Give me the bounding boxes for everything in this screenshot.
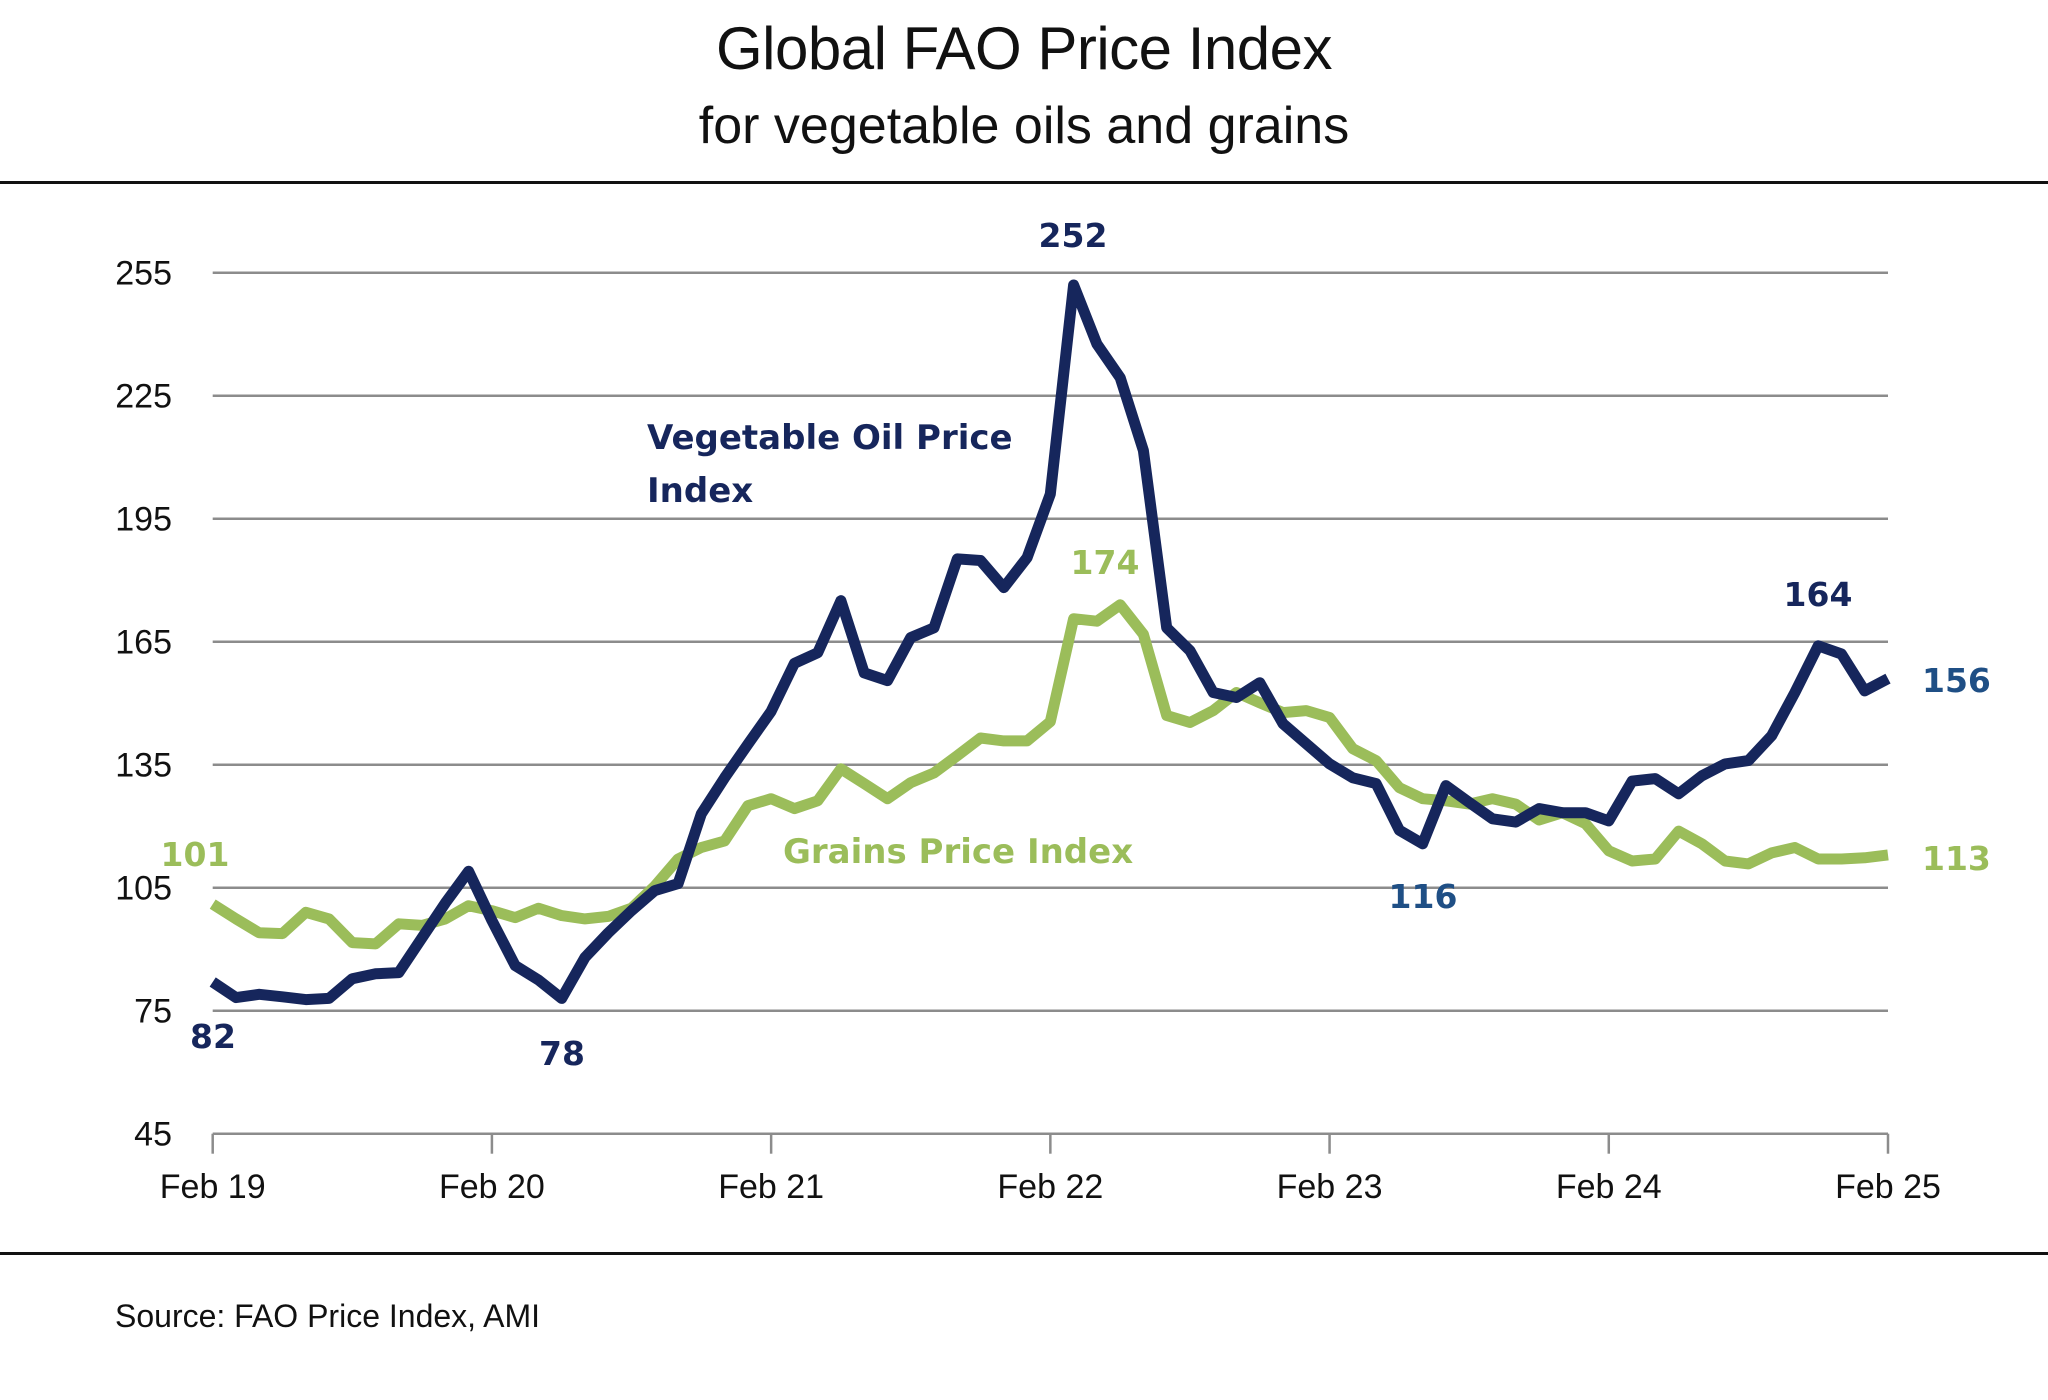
chart-subtitle: for vegetable oils and grains (698, 97, 1350, 155)
data-label-veg-peak: 252 (1039, 216, 1108, 255)
data-label-veg-low-2020: 78 (539, 1034, 585, 1073)
x-tick-label: Feb 22 (997, 1168, 1103, 1206)
series-line-veg-oil (209, 279, 1891, 1006)
series-label-veg-oil-line2: Index (647, 471, 753, 511)
data-label-grains-end: 113 (1922, 839, 1991, 878)
x-tick-label: Feb 21 (718, 1168, 824, 1206)
source-note: Source: FAO Price Index, AMI (115, 1298, 541, 1334)
data-label-grains-peak: 174 (1071, 543, 1140, 582)
y-tick-label: 45 (134, 1116, 172, 1154)
x-tick-label: Feb 23 (1277, 1168, 1383, 1206)
series-line-grains (209, 599, 1889, 950)
data-label-grains-start: 101 (161, 835, 230, 874)
data-labels: Vegetable Oil Price Index Grains Price I… (161, 216, 1991, 1073)
y-tick-label: 195 (115, 501, 172, 539)
y-axis-labels: 45 75 105 135 165 195 225 255 (115, 255, 172, 1154)
series-label-veg-oil-line1: Vegetable Oil Price (647, 418, 1013, 458)
x-axis-labels: Feb 19 Feb 20 Feb 21 Feb 22 Feb 23 Feb 24 Feb … (160, 1168, 1941, 1206)
x-tick-label: Feb 25 (1835, 1168, 1941, 1206)
x-tick-label: Feb 19 (160, 1168, 266, 1206)
y-tick-label: 255 (115, 255, 172, 293)
x-tick-label: Feb 20 (439, 1168, 545, 1206)
y-tick-label: 105 (115, 870, 172, 908)
data-label-veg-start: 82 (190, 1017, 236, 1056)
y-tick-label: 75 (134, 993, 172, 1031)
x-axis (211, 1132, 1890, 1154)
bottom-divider (0, 1252, 2048, 1255)
data-label-veg-end: 156 (1922, 661, 1991, 700)
y-tick-label: 135 (115, 747, 172, 785)
data-label-veg-low-2023: 116 (1389, 877, 1458, 916)
y-tick-label: 225 (115, 378, 172, 416)
y-tick-label: 165 (115, 624, 172, 662)
data-label-veg-high-2024: 164 (1784, 575, 1853, 614)
x-tick-label: Feb 24 (1556, 1168, 1662, 1206)
series-label-grains: Grains Price Index (783, 832, 1133, 872)
gridlines (212, 271, 1888, 1012)
series-lines (209, 279, 1891, 1006)
top-divider (0, 181, 2048, 184)
chart-title: Global FAO Price Index (716, 15, 1332, 82)
